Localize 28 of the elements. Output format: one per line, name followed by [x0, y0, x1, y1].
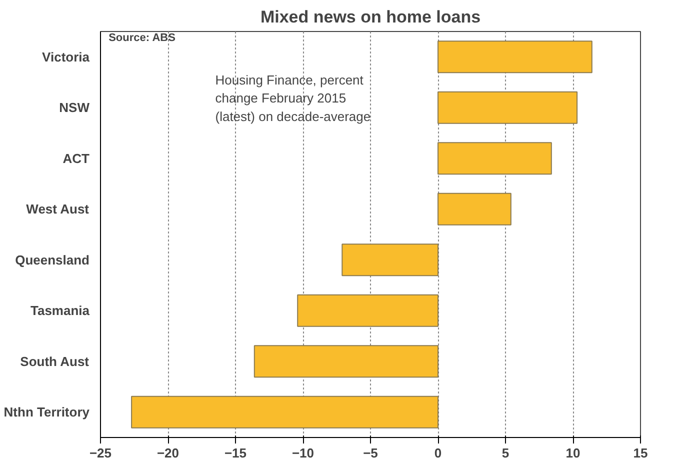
bar — [438, 142, 552, 175]
bar — [438, 192, 512, 226]
y-tick-label: ACT — [62, 150, 90, 166]
bar — [438, 91, 578, 124]
bar — [438, 40, 592, 74]
y-tick-label: West Aust — [26, 202, 90, 217]
x-tick-label: 10 — [566, 446, 580, 460]
bar — [131, 396, 438, 428]
y-tick-label: Queensland — [15, 252, 90, 268]
x-tick-label: −5 — [363, 446, 378, 460]
x-tick-label: −20 — [156, 446, 180, 460]
bar — [297, 294, 438, 327]
y-tick-label: NSW — [59, 100, 90, 116]
x-tick-label: 5 — [502, 446, 510, 460]
bar — [254, 345, 438, 378]
x-tick-label: 0 — [434, 446, 442, 460]
annotation: Housing Finance, percent change February 2015 (latest) on decade-average — [215, 72, 371, 124]
bar — [342, 244, 438, 276]
x-tick-label: −25 — [89, 446, 112, 460]
y-tick-label: Victoria — [42, 49, 90, 64]
x-tick-label: −15 — [224, 446, 247, 460]
x-tick-label: 15 — [633, 446, 648, 460]
y-tick-label: Nthn Territory — [4, 404, 90, 420]
chart-title: Mixed news on home loans — [260, 8, 481, 26]
x-tick-label: −10 — [292, 446, 314, 460]
y-tick-label: Tasmania — [30, 303, 90, 318]
y-tick-label: South Aust — [20, 354, 90, 369]
annotation: Source: ABS — [108, 32, 176, 44]
